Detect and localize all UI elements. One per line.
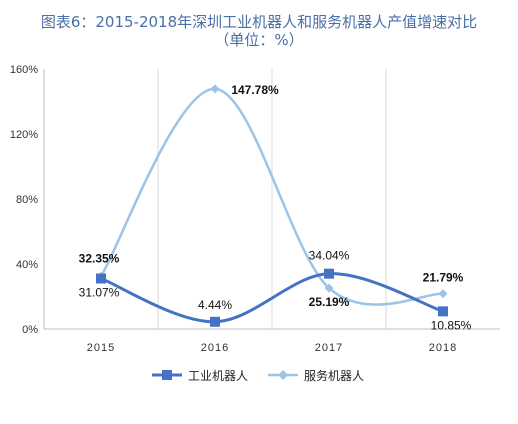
chart-subtitle: （单位：%）	[214, 31, 304, 49]
data-point	[438, 289, 448, 299]
data-label: 4.44%	[198, 298, 232, 312]
data-label: 32.35%	[79, 251, 120, 265]
data-label: 10.85%	[431, 318, 472, 332]
data-label: 31.07%	[79, 286, 120, 300]
y-tick-label: 80%	[16, 194, 38, 206]
data-point	[324, 283, 334, 293]
data-point	[210, 84, 220, 94]
data-label: 25.19%	[309, 295, 350, 309]
series-line	[100, 272, 444, 324]
x-tick-label: 2018	[429, 342, 457, 354]
x-tick-label: 2015	[87, 342, 115, 354]
data-label: 147.78%	[231, 83, 279, 97]
y-tick-label: 40%	[16, 259, 38, 271]
data-point	[324, 268, 334, 279]
y-tick-label: 120%	[10, 129, 38, 141]
data-label: 21.79%	[423, 271, 464, 285]
x-tick-label: 2017	[315, 342, 343, 354]
y-tick-label: 0%	[22, 324, 38, 336]
data-point	[210, 316, 220, 327]
x-tick-label: 2016	[201, 342, 229, 354]
chart-title: 图表6：2015-2018年深圳工业机器人和服务机器人产值增速对比	[40, 13, 478, 31]
data-label: 34.04%	[309, 249, 350, 263]
legend-label-service: 服务机器人	[304, 368, 364, 383]
data-point	[438, 306, 448, 317]
series-line	[99, 87, 444, 306]
y-tick-label: 160%	[10, 64, 38, 76]
legend-marker-industrial	[162, 370, 172, 380]
legend-label-industrial: 工业机器人	[188, 369, 248, 383]
legend-marker-service	[278, 370, 288, 380]
data-point	[96, 273, 106, 284]
